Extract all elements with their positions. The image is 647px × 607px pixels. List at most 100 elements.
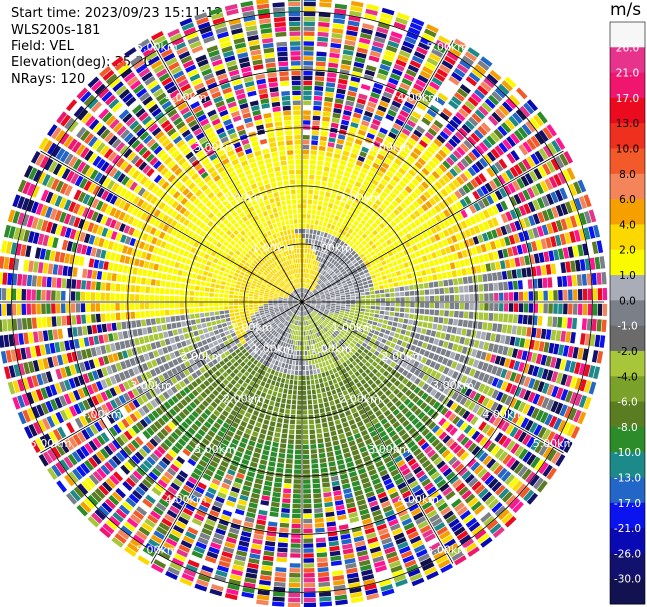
range-gate	[324, 280, 330, 285]
range-gate	[345, 359, 351, 365]
range-gate	[388, 464, 397, 473]
range-gate	[326, 304, 331, 307]
range-gate	[447, 227, 455, 235]
range-gate	[295, 360, 299, 366]
range-gate	[322, 427, 329, 433]
range-gate	[415, 125, 426, 134]
range-gate	[466, 347, 473, 356]
range-gate	[336, 300, 341, 302]
range-gate	[350, 304, 356, 308]
range-gate	[588, 381, 597, 395]
range-gate	[555, 372, 563, 385]
range-gate	[310, 449, 317, 454]
range-gate	[394, 455, 403, 464]
range-gate	[523, 291, 529, 301]
range-gate	[271, 416, 277, 422]
range-gate	[342, 219, 348, 226]
range-gate	[555, 454, 566, 467]
range-gate	[379, 127, 388, 135]
range-gate	[272, 591, 285, 597]
range-gate	[298, 380, 302, 386]
range-gate	[458, 486, 469, 496]
range-gate	[577, 347, 584, 360]
range-gate	[351, 396, 358, 403]
range-gate	[312, 334, 316, 339]
range-gate	[398, 193, 406, 201]
range-gate	[402, 274, 408, 280]
range-gate	[308, 274, 311, 279]
range-gate	[427, 322, 433, 329]
range-gate	[270, 369, 276, 375]
range-gate	[413, 236, 420, 244]
range-gate	[507, 182, 517, 194]
range-gate	[277, 417, 283, 423]
range-gate	[322, 321, 327, 326]
range-gate	[327, 526, 337, 532]
range-gate	[537, 165, 547, 178]
range-gate	[334, 98, 344, 105]
range-gate	[304, 294, 308, 299]
range-gate	[364, 229, 371, 236]
range-gate	[317, 398, 323, 404]
range-gate	[366, 199, 374, 206]
range-gate	[426, 108, 437, 118]
range-gate	[386, 413, 394, 421]
range-gate	[379, 17, 392, 25]
range-gate	[352, 112, 362, 119]
range-gate	[326, 348, 331, 354]
range-gate	[267, 430, 274, 437]
range-gate	[496, 271, 503, 281]
range-gate	[521, 468, 532, 481]
range-gate	[450, 235, 458, 243]
range-gate	[305, 331, 308, 336]
range-gate	[464, 302, 469, 310]
range-gate	[341, 280, 347, 284]
range-gate	[562, 317, 568, 329]
range-gate	[316, 304, 321, 306]
range-gate	[541, 368, 549, 380]
range-gate	[336, 335, 342, 340]
range-gate	[480, 536, 493, 548]
range-gate	[318, 337, 322, 342]
range-gate	[506, 324, 513, 334]
range-gate	[482, 154, 493, 165]
range-gate	[497, 419, 506, 430]
range-gate	[385, 482, 395, 491]
range-gate	[339, 253, 345, 258]
range-gate	[559, 233, 567, 246]
range-gate	[430, 369, 438, 378]
range-gate	[335, 294, 341, 297]
range-gate	[426, 537, 439, 547]
range-gate	[328, 202, 334, 209]
range-gate	[272, 441, 279, 448]
range-gate	[518, 388, 527, 399]
range-gate	[375, 302, 381, 306]
range-gate	[351, 302, 356, 305]
range-gate	[382, 234, 389, 241]
range-gate	[386, 82, 397, 90]
range-gate	[495, 202, 504, 213]
range-gate	[586, 349, 594, 362]
range-gate	[380, 249, 387, 255]
range-gate	[571, 274, 578, 287]
range-gate	[461, 538, 475, 549]
range-gate	[433, 475, 444, 485]
range-gate	[363, 269, 369, 274]
range-gate	[311, 288, 316, 292]
range-gate	[319, 324, 324, 330]
range-gate	[305, 304, 310, 308]
range-gate	[351, 384, 358, 391]
range-gate	[398, 334, 405, 340]
range-gate	[317, 358, 322, 364]
range-gate	[349, 334, 355, 339]
range-gate	[371, 236, 378, 243]
range-gate	[377, 464, 386, 473]
range-gate	[314, 293, 320, 297]
range-gate	[372, 394, 379, 401]
range-gate	[486, 426, 496, 437]
range-gate	[289, 424, 295, 430]
range-gate	[342, 150, 350, 157]
range-gate	[314, 517, 324, 523]
range-gate	[478, 223, 486, 233]
range-gate	[307, 395, 312, 400]
